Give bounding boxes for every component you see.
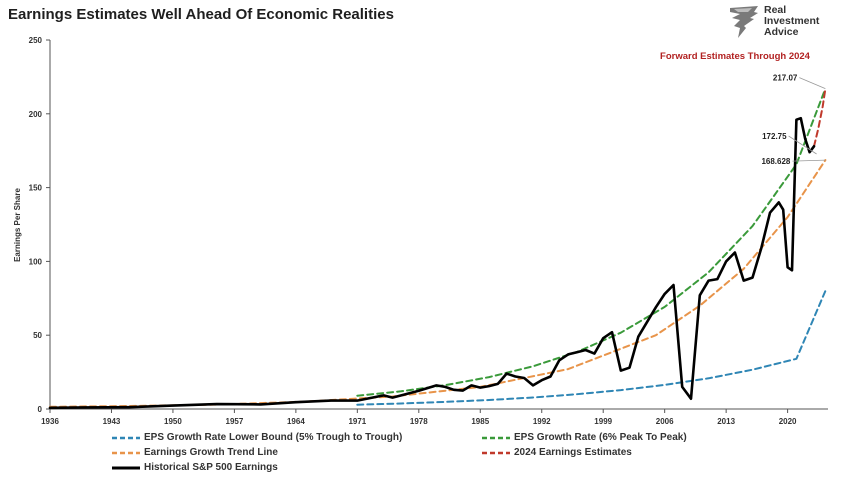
series-line-2024-earnings-estimates <box>813 87 827 148</box>
series-layer <box>48 87 827 410</box>
eagle-logo-icon <box>730 6 758 38</box>
x-tick-label: 1985 <box>471 417 489 426</box>
legend-label: EPS Growth Rate Lower Bound (5% Trough t… <box>144 432 403 443</box>
annotation-label: 217.07 <box>773 74 798 83</box>
legend-swatch-historical <box>112 466 140 470</box>
legend-label: Historical S&P 500 Earnings <box>144 462 278 473</box>
logo-text: Real Investment Advice <box>764 5 840 38</box>
legend-swatch-peak-to-peak <box>482 436 510 440</box>
x-tick-label: 2006 <box>656 417 674 426</box>
y-tick-label: 100 <box>29 257 43 266</box>
logo: Real Investment Advice <box>728 4 840 42</box>
y-tick-label: 150 <box>29 184 43 193</box>
logo-line-1: Real <box>764 4 787 16</box>
series-line-historical-s-p-500-earnings <box>48 116 816 410</box>
chart-title: Earnings Estimates Well Ahead Of Economi… <box>8 6 394 23</box>
annotation-label: 168.628 <box>761 157 790 166</box>
legend-swatch-2024-estimates <box>482 451 510 455</box>
x-tick-label: 1992 <box>533 417 551 426</box>
annotation-label: 172.75 <box>762 132 787 141</box>
x-tick-label: 2013 <box>717 417 735 426</box>
series-line-eps-growth-rate-6-peak-to-peak <box>356 87 827 397</box>
x-tick-label: 1936 <box>41 417 59 426</box>
annotation-leader-line <box>788 135 817 155</box>
legend: EPS Growth Rate Lower Bound (5% Trough t… <box>112 430 832 478</box>
y-tick-label: 250 <box>29 36 43 45</box>
x-tick-label: 1978 <box>410 417 428 426</box>
x-tick-label: 1999 <box>594 417 612 426</box>
y-tick-label: 200 <box>29 110 43 119</box>
x-tick-label: 2020 <box>779 417 797 426</box>
axes: 0 50 100 150 200 250 1936 1943 1950 1957 1964 1971 1… <box>29 36 828 426</box>
series-line-earnings-growth-trend-line <box>49 159 827 408</box>
x-tick-label: 1950 <box>164 417 182 426</box>
logo-line-2: Investment <box>764 15 820 27</box>
legend-label: Earnings Growth Trend Line <box>144 447 278 458</box>
legend-label: EPS Growth Rate (6% Peak To Peak) <box>514 432 687 443</box>
y-tick-label: 0 <box>38 405 43 414</box>
legend-label: 2024 Earnings Estimates <box>514 447 632 458</box>
x-tick-label: 1957 <box>226 417 244 426</box>
legend-swatch-lower-bound <box>112 436 140 440</box>
annotation-layer: 217.07 172.75 168.628 <box>761 74 826 166</box>
chart-subtitle: Forward Estimates Through 2024 <box>660 51 811 62</box>
annotation-leader-line <box>799 77 826 89</box>
legend-swatch-trend-line <box>112 451 140 455</box>
x-tick-label: 1971 <box>348 417 366 426</box>
x-tick-label: 1964 <box>287 417 305 426</box>
y-axis-label: Earnings Per Share <box>13 188 22 262</box>
series-line-eps-growth-rate-lower-bound-5-trough-to-trough <box>356 289 827 406</box>
x-tick-label: 1943 <box>103 417 121 426</box>
logo-line-3: Advice <box>764 26 799 38</box>
y-tick-label: 50 <box>33 331 42 340</box>
annotation-leader-line <box>792 159 826 162</box>
